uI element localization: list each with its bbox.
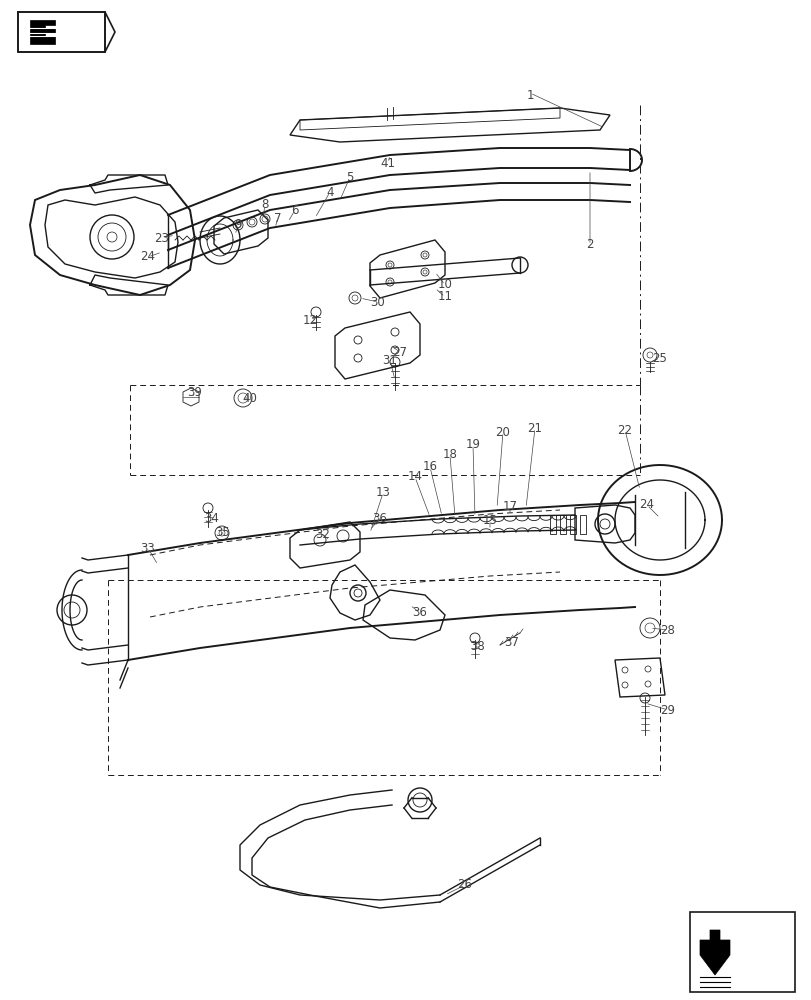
Text: 9: 9: [234, 219, 242, 232]
Text: 23: 23: [154, 232, 169, 244]
Text: 38: 38: [470, 641, 485, 654]
Text: 4: 4: [326, 186, 333, 198]
Text: 41: 41: [380, 157, 395, 170]
Text: 10: 10: [437, 278, 452, 292]
Text: 17: 17: [502, 500, 517, 514]
Text: 5: 5: [345, 171, 354, 184]
Bar: [560, 515, 565, 534]
Text: 13: 13: [375, 487, 390, 499]
Text: 1: 1: [526, 89, 533, 102]
Text: 36: 36: [412, 606, 427, 619]
Text: 2: 2: [586, 238, 593, 251]
Text: 15: 15: [482, 514, 497, 526]
Text: 39: 39: [187, 386, 202, 399]
Text: 30: 30: [370, 296, 385, 308]
Polygon shape: [689, 912, 794, 992]
Text: 11: 11: [437, 290, 452, 304]
Text: 25: 25: [652, 352, 667, 364]
Polygon shape: [699, 930, 729, 975]
Text: 35: 35: [216, 526, 230, 540]
Bar: [569, 515, 575, 534]
Text: 24: 24: [140, 250, 156, 263]
Text: 36: 36: [372, 512, 387, 524]
Bar: [549, 515, 556, 534]
Text: 28: 28: [660, 624, 675, 637]
Text: 14: 14: [407, 471, 422, 484]
Text: 18: 18: [442, 448, 457, 462]
Polygon shape: [30, 20, 55, 44]
Text: 37: 37: [504, 636, 519, 648]
Text: 20: 20: [495, 426, 510, 438]
Text: 21: 21: [527, 422, 542, 434]
Text: 26: 26: [457, 878, 472, 891]
Text: 22: 22: [616, 424, 632, 436]
Text: 33: 33: [140, 542, 155, 554]
Polygon shape: [18, 12, 105, 52]
Text: 7: 7: [274, 212, 281, 225]
Text: 34: 34: [204, 512, 219, 524]
Text: 12: 12: [303, 314, 317, 326]
Text: 16: 16: [422, 460, 437, 474]
Text: 19: 19: [465, 438, 480, 452]
Text: 29: 29: [659, 704, 675, 716]
Bar: [579, 515, 586, 534]
Text: 8: 8: [261, 198, 268, 212]
Text: 6: 6: [291, 204, 298, 217]
Text: 24: 24: [639, 498, 654, 512]
Text: 27: 27: [392, 346, 407, 359]
Text: 31: 31: [382, 354, 397, 366]
Text: 32: 32: [315, 528, 330, 542]
Text: 40: 40: [242, 391, 257, 404]
